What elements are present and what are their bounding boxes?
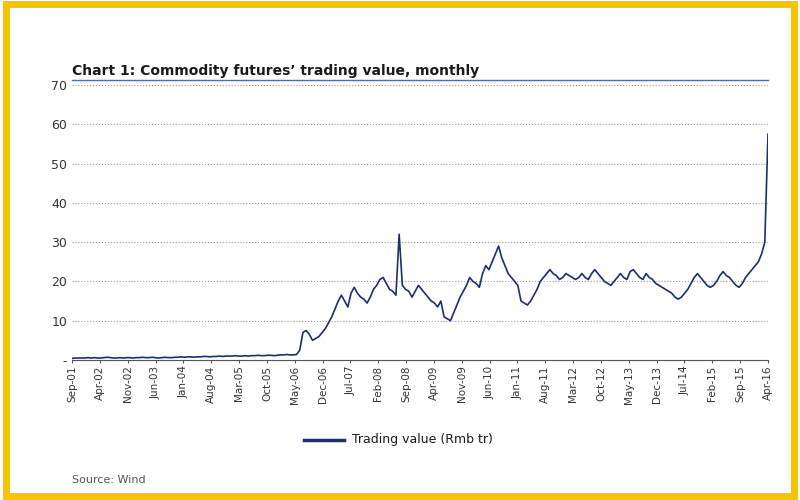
Text: Source: Wind: Source: Wind	[72, 475, 146, 485]
Text: Chart 1: Commodity futures’ trading value, monthly: Chart 1: Commodity futures’ trading valu…	[72, 64, 479, 78]
Text: Trading value (Rmb tr): Trading value (Rmb tr)	[352, 434, 493, 446]
